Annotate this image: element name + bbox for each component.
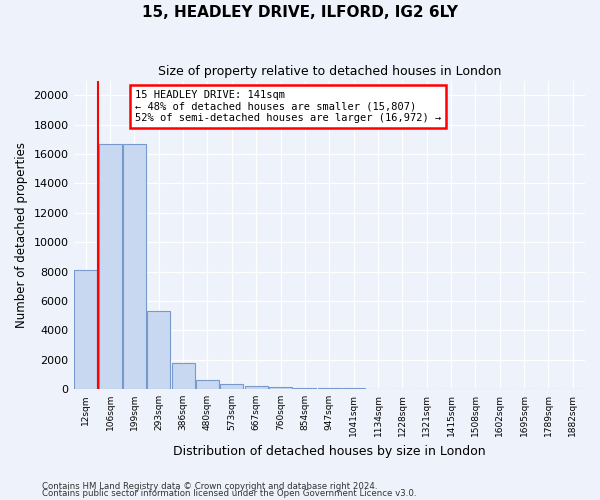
- Y-axis label: Number of detached properties: Number of detached properties: [15, 142, 28, 328]
- Bar: [293, 388, 316, 389]
- Bar: [98, 144, 122, 389]
- Bar: [123, 144, 146, 389]
- Text: Contains HM Land Registry data © Crown copyright and database right 2024.: Contains HM Land Registry data © Crown c…: [42, 482, 377, 491]
- Bar: [220, 384, 244, 389]
- Bar: [74, 270, 97, 389]
- Bar: [147, 312, 170, 389]
- Bar: [196, 380, 219, 389]
- Bar: [367, 388, 389, 389]
- Bar: [245, 386, 268, 389]
- Bar: [318, 388, 341, 389]
- Bar: [342, 388, 365, 389]
- X-axis label: Distribution of detached houses by size in London: Distribution of detached houses by size …: [173, 444, 485, 458]
- Text: Contains public sector information licensed under the Open Government Licence v3: Contains public sector information licen…: [42, 490, 416, 498]
- Text: 15, HEADLEY DRIVE, ILFORD, IG2 6LY: 15, HEADLEY DRIVE, ILFORD, IG2 6LY: [142, 5, 458, 20]
- Bar: [269, 387, 292, 389]
- Bar: [172, 364, 195, 389]
- Text: 15 HEADLEY DRIVE: 141sqm
← 48% of detached houses are smaller (15,807)
52% of se: 15 HEADLEY DRIVE: 141sqm ← 48% of detach…: [135, 90, 441, 123]
- Title: Size of property relative to detached houses in London: Size of property relative to detached ho…: [158, 65, 501, 78]
